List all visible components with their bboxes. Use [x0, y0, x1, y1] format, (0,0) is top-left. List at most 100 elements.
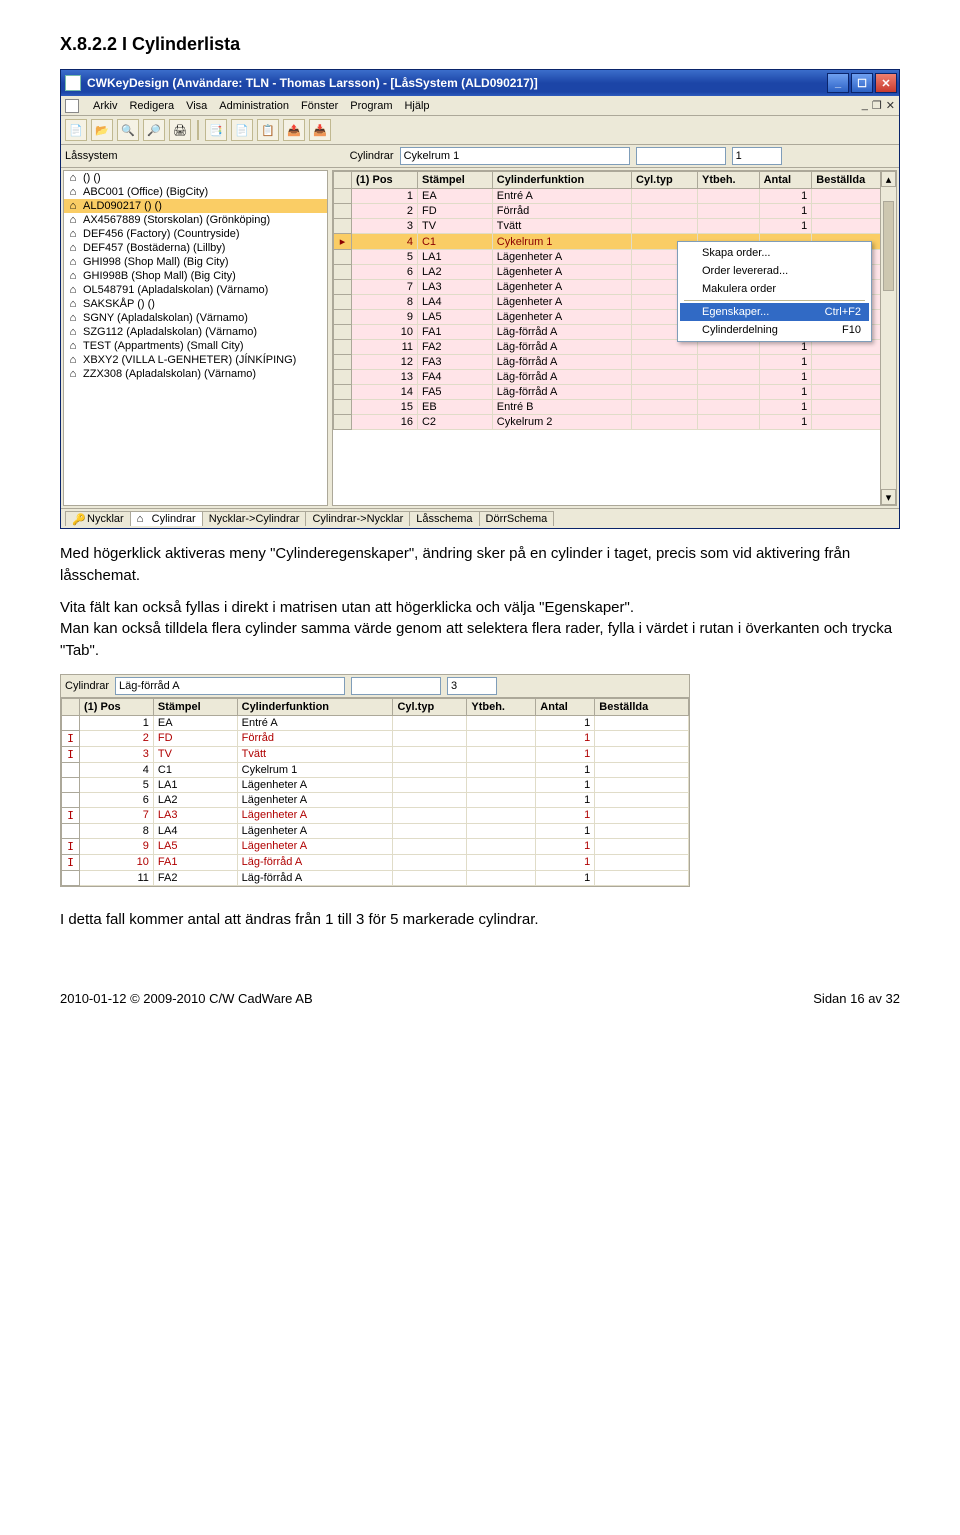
minimize-button[interactable]: _	[827, 73, 849, 93]
menu-item-fönster[interactable]: Fönster	[301, 100, 338, 112]
column-header[interactable]: Antal	[536, 698, 595, 715]
toolbar-button-0[interactable]: 📄	[65, 119, 87, 141]
menu-bar: Arkiv Redigera Visa Administration Fönster Pr…	[85, 97, 862, 115]
context-menu-item[interactable]: Makulera order	[680, 280, 869, 298]
list-item[interactable]: ⌂SAKSKÅP () ()	[64, 297, 327, 311]
column-header[interactable]: Antal	[759, 172, 812, 189]
bottom-tab[interactable]: DörrSchema	[479, 511, 555, 526]
list-item[interactable]: ⌂DEF457 (Bostäderna) (Lillby)	[64, 241, 327, 255]
maximize-button[interactable]: ☐	[851, 73, 873, 93]
field-bar: Låssystem Cylindrar	[61, 145, 899, 168]
context-menu-item[interactable]: Skapa order...	[680, 244, 869, 262]
mdi-close-icon[interactable]: ✕	[886, 99, 895, 112]
table-row[interactable]: I10FA1Läg-förråd A1	[62, 854, 689, 870]
column-header[interactable]: Cylinderfunktion	[237, 698, 393, 715]
column-header[interactable]: Cyl.typ	[393, 698, 467, 715]
menu-item-hjälp[interactable]: Hjälp	[404, 100, 429, 112]
context-menu-item[interactable]: CylinderdelningF10	[680, 321, 869, 339]
toolbar-button-10[interactable]: 📥	[309, 119, 331, 141]
mini-field-small1[interactable]	[351, 677, 441, 695]
toolbar-button-2[interactable]: 🔍	[117, 119, 139, 141]
scrollbar-thumb[interactable]	[883, 201, 894, 291]
table-row[interactable]: 6LA2Lägenheter A1	[62, 792, 689, 807]
scroll-down-icon[interactable]: ▾	[881, 489, 896, 505]
table-row[interactable]: 1EAEntré A1	[334, 189, 896, 204]
paragraph-4: I detta fall kommer antal att ändras frå…	[60, 909, 900, 931]
table-row[interactable]: I9LA5Lägenheter A1	[62, 838, 689, 854]
context-menu[interactable]: Skapa order...Order levererad...Makulera…	[677, 241, 872, 342]
context-menu-item[interactable]: Egenskaper...Ctrl+F2	[680, 303, 869, 321]
bottom-tab[interactable]: ⌂Cylindrar	[130, 511, 203, 526]
list-item[interactable]: ⌂SGNY (Apladalskolan) (Värnamo)	[64, 311, 327, 325]
table-row[interactable]: 2FDFörråd1	[334, 204, 896, 219]
bottom-tab[interactable]: Låsschema	[409, 511, 479, 526]
table-row[interactable]: 8LA4Lägenheter A1	[62, 823, 689, 838]
list-item[interactable]: ⌂ZZX308 (Apladalskolan) (Värnamo)	[64, 367, 327, 381]
column-header[interactable]: Beställda	[595, 698, 689, 715]
mini-grid[interactable]: (1) PosStämpelCylinderfunktionCyl.typYtb…	[61, 698, 689, 886]
column-header[interactable]: Ytbeh.	[698, 172, 760, 189]
table-row[interactable]: 15EBEntré B1	[334, 400, 896, 415]
menu-item-administration[interactable]: Administration	[219, 100, 289, 112]
field-input-small2[interactable]	[732, 147, 782, 165]
list-item[interactable]: ⌂AX4567889 (Storskolan) (Grönköping)	[64, 213, 327, 227]
list-item[interactable]: ⌂ABC001 (Office) (BigCity)	[64, 185, 327, 199]
vertical-scrollbar[interactable]: ▴ ▾	[880, 171, 896, 505]
table-row[interactable]: I2FDFörråd1	[62, 730, 689, 746]
table-row[interactable]: 13FA4Läg-förråd A1	[334, 370, 896, 385]
bottom-tab[interactable]: 🔑Nycklar	[65, 511, 131, 526]
menu-item-program[interactable]: Program	[350, 100, 392, 112]
menu-item-arkiv[interactable]: Arkiv	[93, 100, 117, 112]
table-row[interactable]: 4C1Cykelrum 11	[62, 762, 689, 777]
toolbar-button-9[interactable]: 📤	[283, 119, 305, 141]
list-item[interactable]: ⌂DEF456 (Factory) (Countryside)	[64, 227, 327, 241]
mdi-minimize-icon[interactable]: _	[862, 99, 868, 112]
close-button[interactable]: ✕	[875, 73, 897, 93]
column-header[interactable]: Stämpel	[153, 698, 237, 715]
list-item[interactable]: ⌂SZG112 (Apladalskolan) (Värnamo)	[64, 325, 327, 339]
mini-field-input[interactable]	[115, 677, 345, 695]
toolbar-button-3[interactable]: 🔎	[143, 119, 165, 141]
field-input-small1[interactable]	[636, 147, 726, 165]
menu-item-redigera[interactable]: Redigera	[129, 100, 174, 112]
table-row[interactable]: 1EAEntré A1	[62, 715, 689, 730]
column-header[interactable]: Stämpel	[417, 172, 492, 189]
column-header[interactable]: (1) Pos	[80, 698, 154, 715]
column-header[interactable]: (1) Pos	[352, 172, 418, 189]
list-item-label: AX4567889 (Storskolan) (Grönköping)	[83, 214, 270, 226]
table-row[interactable]: I3TVTvätt1	[62, 746, 689, 762]
list-item[interactable]: ⌂GHI998B (Shop Mall) (Big City)	[64, 269, 327, 283]
toolbar-button-7[interactable]: 📄	[231, 119, 253, 141]
column-header[interactable]: Cylinderfunktion	[492, 172, 631, 189]
table-row[interactable]: 16C2Cykelrum 21	[334, 415, 896, 430]
scroll-up-icon[interactable]: ▴	[881, 171, 896, 187]
mdi-restore-icon[interactable]: ❐	[872, 99, 882, 112]
table-row[interactable]: 3TVTvätt1	[334, 219, 896, 234]
lock-system-icon: ⌂	[66, 214, 80, 226]
table-row[interactable]: 14FA5Läg-förråd A1	[334, 385, 896, 400]
list-item-label: XBXY2 (VILLA L-GENHETER) (JÍNKÍPING)	[83, 354, 296, 366]
mini-field-small2[interactable]	[447, 677, 497, 695]
list-item[interactable]: ⌂OL548791 (Apladalskolan) (Värnamo)	[64, 283, 327, 297]
list-item[interactable]: ⌂ALD090217 () ()	[64, 199, 327, 213]
list-item[interactable]: ⌂() ()	[64, 171, 327, 185]
table-row[interactable]: I7LA3Lägenheter A1	[62, 807, 689, 823]
column-header[interactable]: Ytbeh.	[467, 698, 536, 715]
list-item[interactable]: ⌂TEST (Appartments) (Small City)	[64, 339, 327, 353]
table-row[interactable]: 12FA3Läg-förråd A1	[334, 355, 896, 370]
toolbar-button-8[interactable]: 📋	[257, 119, 279, 141]
table-row[interactable]: 11FA2Läg-förråd A1	[62, 870, 689, 885]
toolbar-button-4[interactable]: 🖨	[169, 119, 191, 141]
bottom-tab[interactable]: Nycklar->Cylindrar	[202, 511, 307, 526]
bottom-tab[interactable]: Cylindrar->Nycklar	[305, 511, 410, 526]
table-row[interactable]: 5LA1Lägenheter A1	[62, 777, 689, 792]
list-item[interactable]: ⌂XBXY2 (VILLA L-GENHETER) (JÍNKÍPING)	[64, 353, 327, 367]
context-menu-item[interactable]: Order levererad...	[680, 262, 869, 280]
field-input-funktion[interactable]	[400, 147, 630, 165]
list-item[interactable]: ⌂GHI998 (Shop Mall) (Big City)	[64, 255, 327, 269]
toolbar-button-1[interactable]: 📂	[91, 119, 113, 141]
toolbar-button-6[interactable]: 📑	[205, 119, 227, 141]
menu-item-visa[interactable]: Visa	[186, 100, 207, 112]
left-list[interactable]: ⌂() ()⌂ABC001 (Office) (BigCity)⌂ALD0902…	[63, 170, 328, 506]
column-header[interactable]: Cyl.typ	[632, 172, 698, 189]
